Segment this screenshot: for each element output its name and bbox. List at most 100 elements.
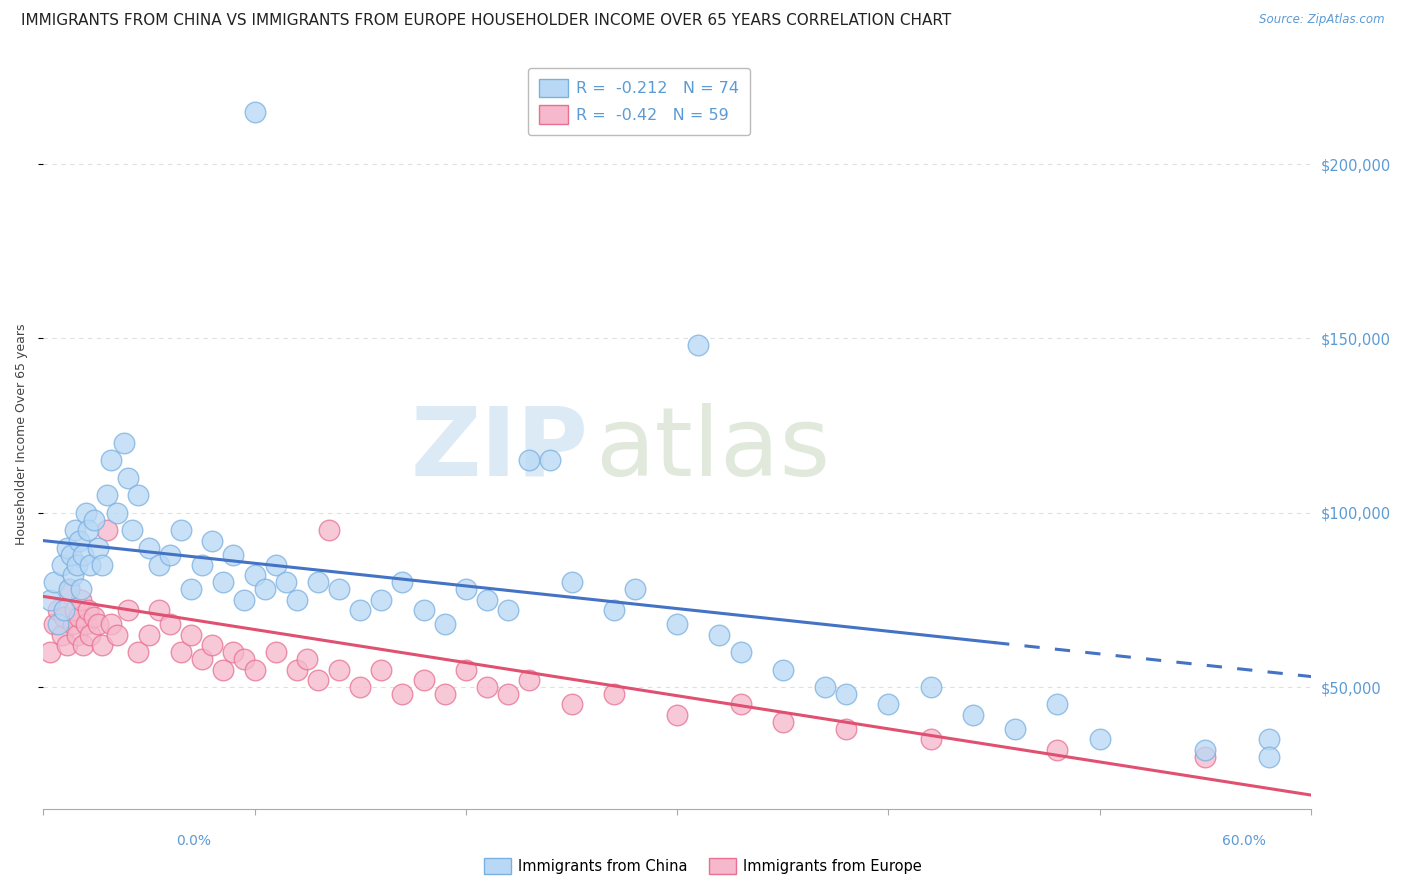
Point <box>42 575 65 590</box>
Point <box>254 582 277 597</box>
Point <box>412 673 434 687</box>
Point <box>190 558 212 572</box>
Legend: R =  -0.212   N = 74, R =  -0.42   N = 59: R = -0.212 N = 74, R = -0.42 N = 59 <box>529 68 751 135</box>
Point <box>91 558 114 572</box>
Point <box>105 506 128 520</box>
Point <box>666 617 689 632</box>
Point <box>190 652 212 666</box>
Point <box>159 617 181 632</box>
Point <box>454 663 477 677</box>
Point <box>1194 749 1216 764</box>
Point <box>1046 743 1069 757</box>
Point <box>87 617 110 632</box>
Point <box>370 592 392 607</box>
Point <box>79 558 101 572</box>
Point <box>201 533 224 548</box>
Point <box>83 513 105 527</box>
Point <box>121 523 143 537</box>
Point <box>72 638 94 652</box>
Point <box>517 673 540 687</box>
Point <box>169 523 191 537</box>
Point <box>96 523 118 537</box>
Point <box>730 698 752 712</box>
Point <box>66 628 89 642</box>
Point <box>624 582 647 597</box>
Point <box>391 687 413 701</box>
Point <box>38 645 60 659</box>
Point <box>148 603 170 617</box>
Point <box>412 603 434 617</box>
Legend: Immigrants from China, Immigrants from Europe: Immigrants from China, Immigrants from E… <box>478 852 928 880</box>
Point <box>243 104 266 119</box>
Point <box>349 680 371 694</box>
Point <box>91 638 114 652</box>
Point <box>138 541 160 555</box>
Point <box>66 558 89 572</box>
Point <box>877 698 900 712</box>
Point <box>46 603 69 617</box>
Point <box>560 698 582 712</box>
Point <box>285 592 308 607</box>
Text: ZIP: ZIP <box>411 403 588 496</box>
Point <box>62 617 84 632</box>
Point <box>835 687 858 701</box>
Point <box>920 680 942 694</box>
Point <box>42 617 65 632</box>
Point <box>100 617 122 632</box>
Point <box>117 471 139 485</box>
Point <box>276 575 298 590</box>
Point <box>96 488 118 502</box>
Point <box>53 610 76 624</box>
Point <box>1046 698 1069 712</box>
Point <box>63 603 86 617</box>
Point <box>814 680 837 694</box>
Point <box>233 592 256 607</box>
Point <box>58 582 80 597</box>
Point <box>538 453 561 467</box>
Point <box>212 575 235 590</box>
Point <box>1257 732 1279 747</box>
Point <box>76 603 98 617</box>
Point <box>349 603 371 617</box>
Point <box>454 582 477 597</box>
Point <box>391 575 413 590</box>
Point <box>58 582 80 597</box>
Point <box>603 687 626 701</box>
Point <box>1257 749 1279 764</box>
Text: atlas: atlas <box>595 403 830 496</box>
Point <box>72 548 94 562</box>
Point <box>962 707 984 722</box>
Point <box>79 628 101 642</box>
Point <box>148 558 170 572</box>
Point <box>603 603 626 617</box>
Point <box>233 652 256 666</box>
Point <box>243 568 266 582</box>
Point <box>159 548 181 562</box>
Point <box>75 617 97 632</box>
Point <box>59 548 82 562</box>
Point <box>180 628 202 642</box>
Point <box>517 453 540 467</box>
Point <box>920 732 942 747</box>
Point <box>138 628 160 642</box>
Point <box>688 338 710 352</box>
Point <box>180 582 202 597</box>
Point <box>307 575 329 590</box>
Y-axis label: Householder Income Over 65 years: Householder Income Over 65 years <box>15 324 28 545</box>
Point <box>76 523 98 537</box>
Point <box>222 645 245 659</box>
Point <box>53 603 76 617</box>
Point <box>38 592 60 607</box>
Point <box>835 722 858 736</box>
Point <box>496 603 519 617</box>
Point <box>264 558 287 572</box>
Point <box>433 687 456 701</box>
Point <box>62 568 84 582</box>
Text: Source: ZipAtlas.com: Source: ZipAtlas.com <box>1260 13 1385 27</box>
Point <box>212 663 235 677</box>
Point <box>328 663 350 677</box>
Point <box>475 592 498 607</box>
Point <box>222 548 245 562</box>
Point <box>433 617 456 632</box>
Point <box>475 680 498 694</box>
